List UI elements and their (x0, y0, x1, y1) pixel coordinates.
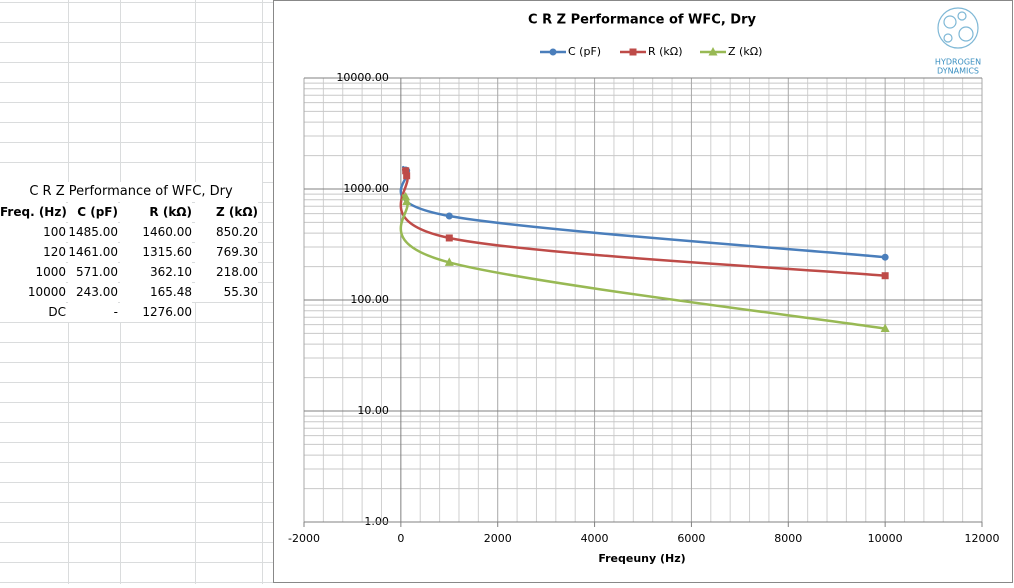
table-header: Freq. (Hz) (0, 202, 67, 222)
chart-title: C R Z Performance of WFC, Dry (528, 13, 756, 28)
table-cell: 1485.00 (68, 222, 118, 242)
marker (445, 212, 453, 220)
table-cell: 165.48 (120, 282, 192, 302)
table-cell: 55.30 (195, 282, 258, 302)
x-tick-label: 10000 (868, 532, 903, 545)
table-cell: 10000 (0, 282, 66, 302)
table-cell: - (68, 302, 118, 322)
table-header: Z (kΩ) (195, 202, 258, 222)
legend-label: C (pF) (568, 45, 601, 58)
x-tick-label: 2000 (484, 532, 512, 545)
x-tick-label: 8000 (774, 532, 802, 545)
logo-bubble (957, 11, 967, 21)
table-cell: 769.30 (195, 242, 258, 262)
x-tick-label: 6000 (677, 532, 705, 545)
table-header: R (kΩ) (120, 202, 192, 222)
logo-text: HYDROGEN (935, 58, 981, 67)
table-cell: 571.00 (68, 262, 118, 282)
y-tick-label: 1000.00 (343, 182, 389, 195)
x-tick-label: -2000 (288, 532, 320, 545)
table-header: C (pF) (68, 202, 118, 222)
legend-marker (708, 47, 718, 56)
table-title: C R Z Performance of WFC, Dry (0, 182, 262, 202)
x-tick-label: 0 (397, 532, 404, 545)
x-axis-title: Freqeuny (Hz) (598, 552, 685, 565)
marker (402, 196, 412, 206)
y-tick-label: 10000.00 (336, 71, 389, 84)
table-cell: 1276.00 (120, 302, 192, 322)
logo-bubble (943, 15, 957, 29)
table-cell: 1315.60 (120, 242, 192, 262)
table-cell: 1000 (0, 262, 66, 282)
table-cell: 218.00 (195, 262, 258, 282)
marker (445, 234, 453, 242)
logo-bubble (958, 26, 974, 42)
marker (401, 191, 411, 201)
legend-marker (629, 48, 637, 56)
spreadsheet: C R Z Performance of WFC, Dry Freq. (Hz) C… (0, 0, 273, 584)
legend-label: R (kΩ) (648, 45, 683, 58)
marker (403, 172, 411, 180)
marker (402, 167, 410, 175)
logo-bubble (943, 33, 953, 43)
table-cell: DC (0, 302, 66, 322)
logo (937, 7, 979, 49)
legend-label: Z (kΩ) (728, 45, 762, 58)
marker (880, 323, 890, 333)
table-cell: 362.10 (120, 262, 192, 282)
table-cell: 100 (0, 222, 66, 242)
table-cell: 243.00 (68, 282, 118, 302)
table-cell: 850.20 (195, 222, 258, 242)
table-cell: 120 (0, 242, 66, 262)
table-cell: 1461.00 (68, 242, 118, 262)
x-tick-label: 4000 (581, 532, 609, 545)
y-tick-label: 100.00 (350, 293, 389, 306)
logo-text: DYNAMICS (937, 67, 979, 76)
x-tick-label: 12000 (965, 532, 1000, 545)
marker (881, 272, 889, 280)
marker (444, 257, 454, 266)
table-cell: 1460.00 (120, 222, 192, 242)
legend-marker (549, 48, 557, 56)
marker (881, 253, 889, 261)
y-tick-label: 10.00 (357, 404, 389, 417)
logo-ring (937, 7, 979, 49)
